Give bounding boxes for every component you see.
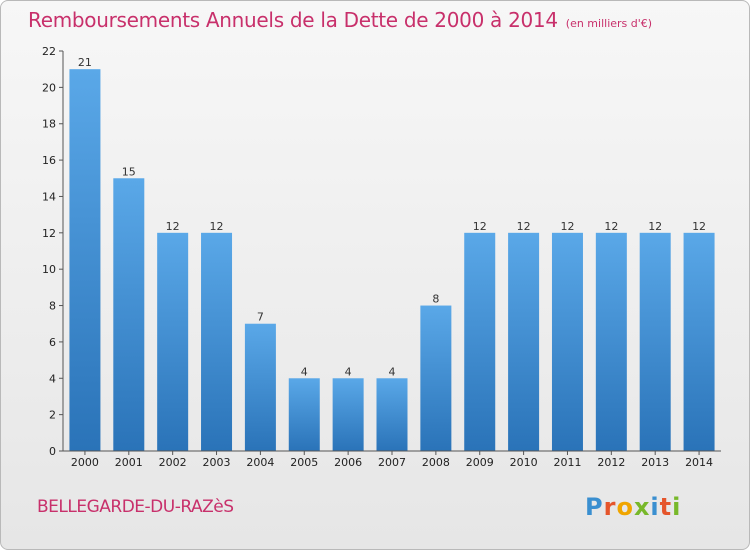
proxiti-logo: Proxiti xyxy=(585,493,681,521)
value-label-2001: 15 xyxy=(122,165,136,178)
bar-2012 xyxy=(595,232,627,451)
bar-2009 xyxy=(464,232,496,451)
y-tick-8: 8 xyxy=(49,300,56,313)
x-tick-2004: 2004 xyxy=(246,456,274,469)
x-tick-2012: 2012 xyxy=(597,456,625,469)
value-label-2013: 12 xyxy=(648,220,662,233)
y-tick-16: 16 xyxy=(42,154,56,167)
logo-letter: x xyxy=(633,493,651,521)
chart-title: Remboursements Annuels de la Dette de 20… xyxy=(28,8,652,32)
town-name: BELLEGARDE-DU-RAZèS xyxy=(37,497,234,517)
y-tick-12: 12 xyxy=(42,227,56,240)
x-tick-2006: 2006 xyxy=(334,456,362,469)
bar-2011 xyxy=(551,232,583,451)
bar-2013 xyxy=(639,232,671,451)
y-tick-18: 18 xyxy=(42,118,56,131)
x-tick-2009: 2009 xyxy=(466,456,494,469)
logo-letter: r xyxy=(603,493,617,521)
y-tick-4: 4 xyxy=(49,372,56,385)
y-tick-20: 20 xyxy=(42,81,56,94)
bars-group: 21 15 12 12 7 4 4 4 8 12 12 12 12 12 12 xyxy=(69,56,715,452)
value-label-2012: 12 xyxy=(604,220,618,233)
x-tick-2007: 2007 xyxy=(378,456,406,469)
value-label-2006: 4 xyxy=(345,365,352,378)
y-tick-6: 6 xyxy=(49,336,56,349)
logo-letter: o xyxy=(616,493,634,521)
y-tick-10: 10 xyxy=(42,263,56,276)
bar-2007 xyxy=(376,378,408,451)
x-tick-2005: 2005 xyxy=(290,456,318,469)
x-tick-2001: 2001 xyxy=(115,456,143,469)
bar-2005 xyxy=(288,378,320,451)
value-label-2007: 4 xyxy=(389,365,396,378)
bar-2014 xyxy=(683,232,715,451)
x-tick-2003: 2003 xyxy=(203,456,231,469)
logo-letter: i xyxy=(672,493,682,521)
bar-2008 xyxy=(420,305,452,451)
value-label-2009: 12 xyxy=(473,220,487,233)
y-tick-14: 14 xyxy=(42,190,56,203)
chart-unit: (en milliers d'€) xyxy=(565,17,653,30)
value-label-2003: 12 xyxy=(210,220,224,233)
value-label-2004: 7 xyxy=(257,311,264,324)
bar-2000 xyxy=(69,69,101,451)
value-label-2010: 12 xyxy=(517,220,531,233)
y-tick-0: 0 xyxy=(49,445,56,458)
value-label-2014: 12 xyxy=(692,220,706,233)
x-tick-2010: 2010 xyxy=(510,456,538,469)
value-label-2011: 12 xyxy=(560,220,574,233)
bar-2002 xyxy=(157,232,189,451)
chart-title-text: Remboursements Annuels de la Dette de 20… xyxy=(28,8,558,32)
value-label-2008: 8 xyxy=(432,293,439,306)
x-tick-2011: 2011 xyxy=(553,456,581,469)
bar-2006 xyxy=(332,378,364,451)
value-label-2002: 12 xyxy=(166,220,180,233)
value-label-2005: 4 xyxy=(301,365,308,378)
y-tick-2: 2 xyxy=(49,409,56,422)
logo-letter: t xyxy=(659,493,673,521)
logo-letter: P xyxy=(585,493,604,521)
x-tick-2013: 2013 xyxy=(641,456,669,469)
logo-letter: i xyxy=(650,493,660,521)
x-tick-2014: 2014 xyxy=(685,456,713,469)
axes-group: 2000 2001 2002 2003 2004 2005 2006 2007 2008 2009… xyxy=(42,45,721,469)
bar-2003 xyxy=(201,232,233,451)
bar-2001 xyxy=(113,178,145,452)
y-tick-22: 22 xyxy=(42,45,56,58)
x-tick-2008: 2008 xyxy=(422,456,450,469)
x-tick-2002: 2002 xyxy=(159,456,187,469)
x-tick-2000: 2000 xyxy=(71,456,99,469)
value-label-2000: 21 xyxy=(78,56,92,69)
bar-2010 xyxy=(508,232,540,451)
bar-2004 xyxy=(244,323,276,451)
